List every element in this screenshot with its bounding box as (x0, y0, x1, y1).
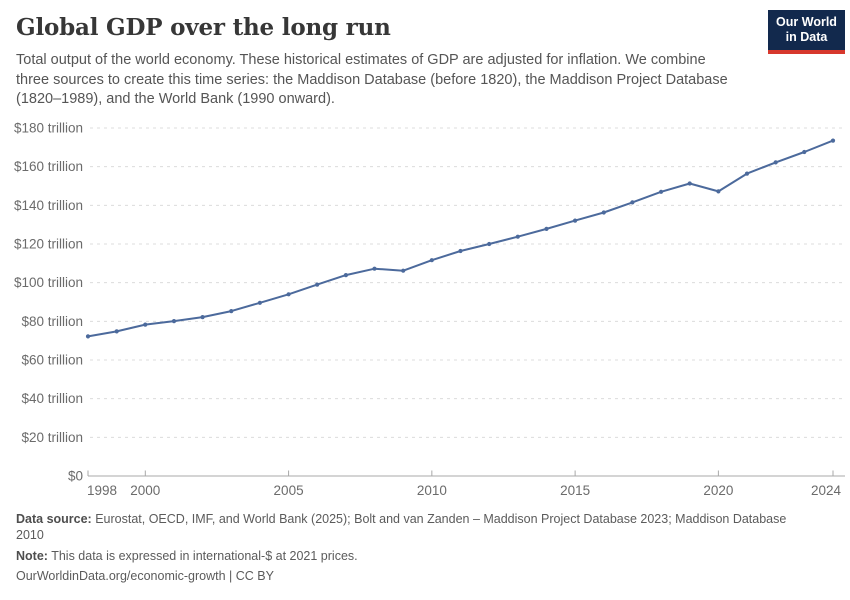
data-source-text: Eurostat, OECD, IMF, and World Bank (202… (16, 512, 787, 542)
y-axis-tick-label: $0 (68, 469, 83, 484)
data-point (343, 273, 348, 278)
y-axis-tick-label: $160 trillion (14, 159, 83, 174)
data-point (487, 241, 492, 247)
data-point (200, 315, 205, 320)
data-point (802, 149, 807, 155)
x-axis-tick-label: 2015 (560, 483, 590, 498)
x-axis-tick-label: 2000 (130, 483, 160, 498)
x-axis-tick-label: 2020 (703, 483, 733, 498)
data-point (544, 226, 549, 231)
gdp-line (87, 139, 834, 338)
data-point (744, 171, 750, 176)
page-title: Global GDP over the long run (16, 14, 391, 41)
data-point (630, 200, 635, 205)
data-point (114, 329, 119, 334)
footer-link[interactable]: OurWorldinData.org/economic-growth | CC … (16, 569, 274, 583)
data-point (286, 292, 291, 297)
note-text: This data is expressed in international-… (47, 548, 358, 563)
data-point (659, 189, 664, 194)
data-point (143, 322, 148, 327)
data-point (515, 234, 520, 239)
note-line: Note: This data is expressed in internat… (16, 548, 834, 564)
data-point (429, 258, 434, 263)
data-source-line: Data source: Eurostat, OECD, IMF, and Wo… (16, 511, 834, 543)
data-point (773, 160, 778, 165)
data-point (687, 181, 692, 186)
y-axis-tick-label: $60 trillion (21, 353, 83, 368)
owid-logo-box: Our World in Data (768, 10, 845, 50)
y-axis-tick-label: $120 trillion (14, 237, 83, 252)
owid-logo-line1: Our World (776, 15, 837, 29)
data-point (171, 319, 177, 324)
x-axis-tick-label: 2024 (811, 483, 842, 498)
owid-logo-line2: in Data (785, 30, 828, 44)
data-point (315, 282, 320, 287)
y-axis-tick-label: $100 trillion (14, 275, 83, 290)
data-point (573, 218, 578, 223)
y-axis-tick-label: $80 trillion (21, 314, 83, 329)
data-point (229, 309, 234, 314)
data-point (372, 266, 377, 271)
chart-subtitle: Total output of the world economy. These… (16, 52, 728, 107)
data-point (601, 210, 606, 215)
data-point (458, 248, 463, 254)
chart-svg: $0 $20 trillion $40 trillion $60 trillion $8… (14, 121, 845, 498)
data-source-label: Data source: (16, 512, 92, 526)
data-point (401, 268, 406, 273)
y-axis-tick-label: $180 trillion (14, 121, 83, 136)
owid-logo[interactable]: Our World in Data (768, 10, 845, 54)
owid-logo-accent-bar (768, 50, 845, 54)
data-point (85, 334, 91, 339)
data-point (830, 138, 836, 143)
data-point (257, 300, 262, 305)
x-axis-tick-label: 2005 (274, 483, 304, 498)
y-axis-tick-label: $40 trillion (21, 391, 83, 406)
x-axis-tick-label: 1998 (87, 483, 117, 498)
chart-footer: Data source: Eurostat, OECD, IMF, and Wo… (16, 511, 834, 589)
y-axis-tick-label: $20 trillion (21, 430, 83, 445)
note-label: Note: (16, 548, 48, 563)
y-axis-tick-label: $140 trillion (14, 198, 83, 213)
data-point (716, 189, 721, 194)
x-axis-tick-label: 2010 (417, 483, 447, 498)
